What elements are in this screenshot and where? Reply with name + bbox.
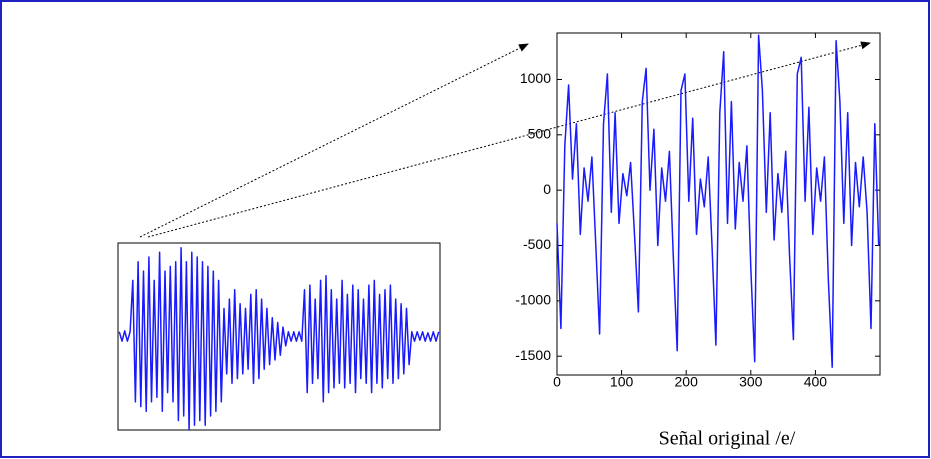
caption: Señal original /e/ xyxy=(659,428,796,450)
waveform xyxy=(118,246,440,431)
x-tick-label: 100 xyxy=(610,374,634,390)
x-tick-label: 400 xyxy=(804,374,828,390)
zoom-axes xyxy=(556,32,881,376)
y-tick-label: 0 xyxy=(543,181,551,197)
zoom-arrow xyxy=(147,41,871,238)
y-tick-label: -500 xyxy=(523,236,551,252)
waveform xyxy=(556,34,880,369)
overview-axes xyxy=(117,242,441,431)
x-tick-label: 0 xyxy=(553,374,561,390)
y-tick-label: -1000 xyxy=(515,292,551,308)
x-tick-label: 200 xyxy=(675,374,699,390)
y-tick-label: -1500 xyxy=(515,347,551,363)
y-tick-label: 500 xyxy=(528,126,552,142)
y-tick-label: 1000 xyxy=(520,70,551,86)
zoom-arrow xyxy=(139,43,529,238)
x-tick-label: 300 xyxy=(739,374,763,390)
